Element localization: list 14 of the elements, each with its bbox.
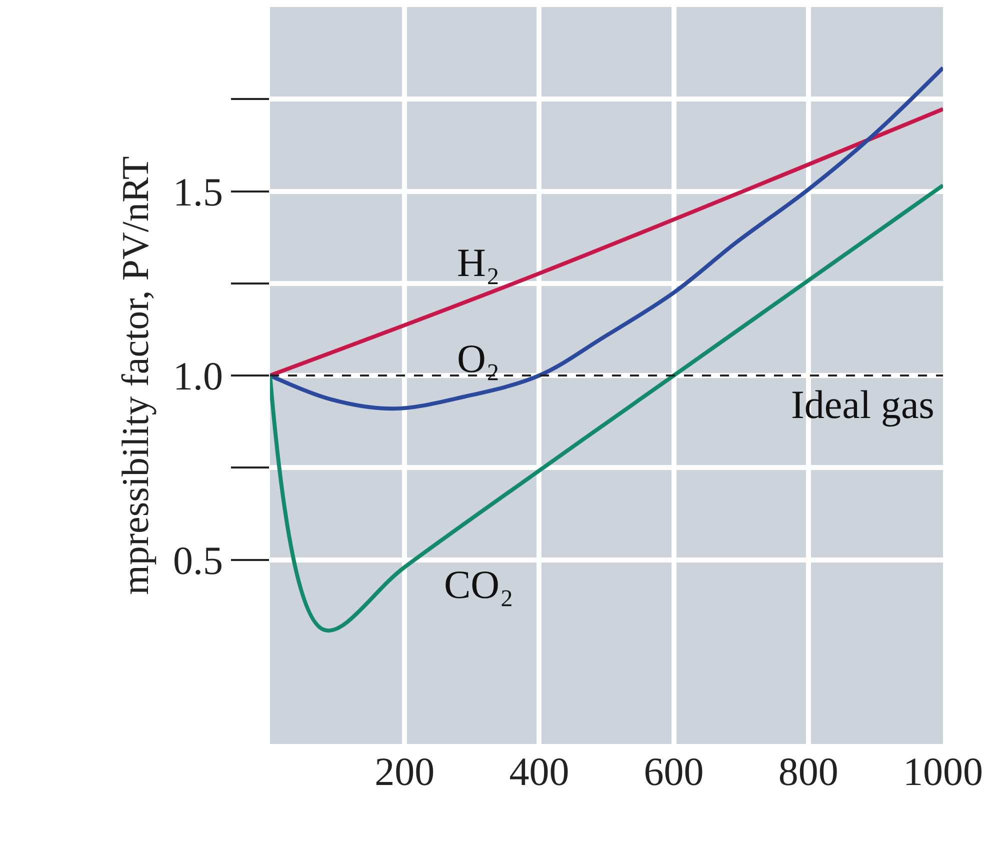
y-tick-label: 0.5 [173, 538, 223, 583]
x-tick-label: 200 [374, 749, 435, 794]
series-label: CO₂ [444, 562, 514, 607]
series-label: H₂ [457, 240, 500, 285]
y-tick-label: 1.5 [173, 169, 223, 214]
y-tick-label: 1.0 [173, 354, 223, 398]
line-series [270, 183, 943, 632]
y-axis-title: mpressibility factor, PV/nRT [115, 156, 158, 595]
ref-line-label: Ideal gas [791, 382, 934, 427]
x-tick-label: 800 [778, 749, 838, 794]
x-tick-label: 1000 [903, 749, 983, 794]
series-label: O₂ [457, 336, 500, 381]
x-tick-label: 400 [509, 749, 570, 794]
x-tick-label: 600 [644, 749, 704, 794]
